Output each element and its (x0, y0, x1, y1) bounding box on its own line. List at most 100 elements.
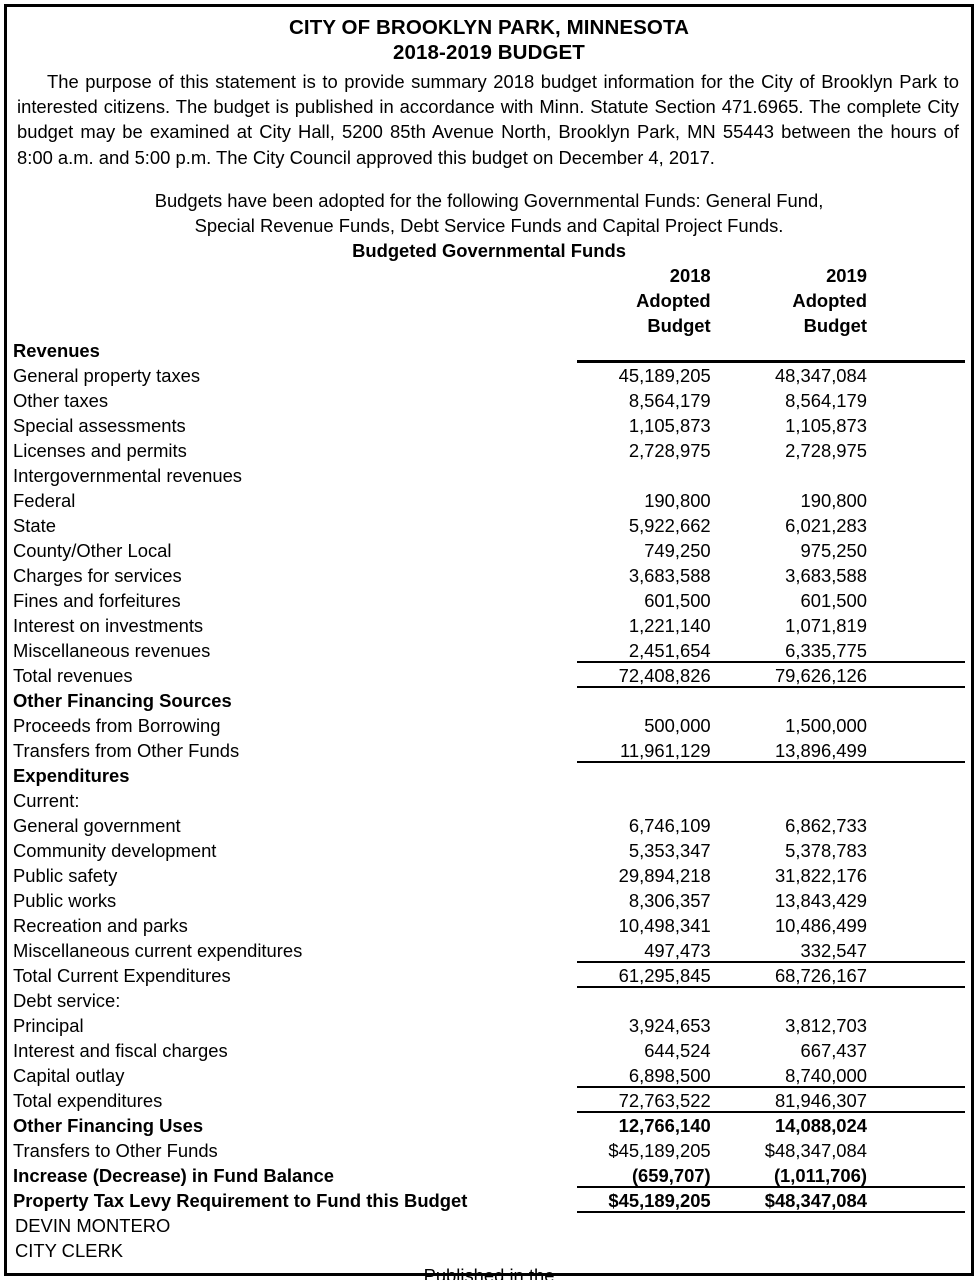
row-value-2018: 3,683,588 (628, 565, 711, 587)
table-row: Fines and forfeitures 601,500 601,500 (13, 588, 965, 613)
row-value-2019 (717, 338, 965, 363)
table-row: Licenses and permits 2,728,975 2,728,975 (13, 438, 965, 463)
row-value-2019: 601,500 (800, 590, 867, 612)
row-value-2018: 29,894,218 (618, 865, 711, 887)
table-row: Interest on investments 1,221,140 1,071,81… (13, 613, 965, 638)
table-row: Other Financing Sources (13, 688, 965, 713)
row-label: General government (13, 815, 181, 837)
row-value-2018: 8,306,357 (628, 890, 711, 912)
row-value-2018: 5,922,662 (628, 515, 711, 537)
col2-line3: Budget (803, 315, 867, 337)
row-label: Debt service: (13, 990, 121, 1012)
col1-year: 2018 (669, 265, 711, 287)
row-value-2019 (717, 763, 965, 788)
row-value-2019: $48,347,084 (717, 1188, 965, 1213)
row-label: Current: (13, 790, 80, 812)
table-row: Revenues (13, 338, 965, 363)
row-value-2018 (577, 338, 717, 363)
row-value-2019 (717, 788, 965, 813)
table-row: Special assessments 1,105,873 1,105,873 (13, 413, 965, 438)
table-row: Debt service: (13, 988, 965, 1013)
row-label: Other taxes (13, 390, 109, 412)
table-row: Total revenues 72,408,826 79,626,126 (13, 663, 965, 688)
row-label: Transfers to Other Funds (13, 1140, 218, 1162)
table-row: Total expenditures 72,763,522 81,946,307 (13, 1088, 965, 1113)
column-header-row-year: 2018 2019 (13, 263, 965, 288)
row-value-2019: $48,347,084 (764, 1140, 867, 1162)
document-title-line-1: CITY OF BROOKLYN PARK, MINNESOTA (289, 16, 689, 39)
row-label: Revenues (13, 340, 100, 362)
row-value-2019: 48,347,084 (774, 365, 867, 387)
row-label: Proceeds from Borrowing (13, 715, 221, 737)
row-label: Other Financing Sources (13, 690, 232, 712)
row-value-2019: 79,626,126 (717, 663, 965, 688)
table-row: Miscellaneous revenues 2,451,654 6,335,775 (13, 638, 965, 663)
table-row: Other taxes 8,564,179 8,564,179 (13, 388, 965, 413)
document-title-line-2: 2018-2019 BUDGET (393, 41, 585, 64)
row-value-2019 (717, 688, 965, 713)
row-value-2018 (577, 688, 717, 713)
row-value-2018 (577, 463, 717, 488)
header-spacer (13, 263, 577, 288)
table-row: Transfers from Other Funds 11,961,129 13,8… (13, 738, 965, 763)
clerk-office: CITY CLERK (15, 1240, 123, 1262)
row-value-2018 (577, 788, 717, 813)
row-value-2019: 6,862,733 (785, 815, 867, 837)
row-value-2019: 332,547 (717, 938, 965, 963)
row-label: Fines and forfeitures (13, 590, 181, 612)
row-label: Federal (13, 490, 76, 512)
row-label: Recreation and parks (13, 915, 188, 937)
row-value-2018: 61,295,845 (577, 963, 717, 988)
row-value-2019: 14,088,024 (774, 1115, 867, 1137)
table-row: Miscellaneous current expenditures 497,47… (13, 938, 965, 963)
row-value-2018: 2,451,654 (577, 638, 717, 663)
row-label: Interest on investments (13, 615, 204, 637)
row-value-2018 (577, 763, 717, 788)
row-value-2018: 6,746,109 (628, 815, 711, 837)
row-value-2019: 667,437 (800, 1040, 867, 1062)
table-row: Community development 5,353,347 5,378,783 (13, 838, 965, 863)
row-label: Expenditures (13, 765, 130, 787)
table-row: Other Financing Uses 12,766,140 14,088,024 (13, 1113, 965, 1138)
row-value-2019: 10,486,499 (774, 915, 867, 937)
row-value-2019: 13,896,499 (717, 738, 965, 763)
row-label: Interest and fiscal charges (13, 1040, 228, 1062)
row-label: Special assessments (13, 415, 186, 437)
header-spacer-2 (13, 288, 577, 313)
row-label: Total Current Expenditures (13, 965, 231, 987)
row-value-2019: 1,071,819 (785, 615, 867, 637)
row-label: General property taxes (13, 365, 201, 387)
table-row: Interest and fiscal charges 644,524 667,43… (13, 1038, 965, 1063)
table-row: Federal 190,800 190,800 (13, 488, 965, 513)
row-value-2019: 190,800 (800, 490, 867, 512)
row-value-2018: 72,763,522 (577, 1088, 717, 1113)
row-value-2019: 3,812,703 (785, 1015, 867, 1037)
row-value-2018: $45,189,205 (577, 1188, 717, 1213)
row-label: Increase (Decrease) in Fund Balance (13, 1165, 334, 1187)
row-label: Capital outlay (13, 1065, 125, 1087)
col2-line2: Adopted (792, 290, 867, 312)
intro-paragraph: The purpose of this statement is to prov… (17, 71, 959, 168)
row-value-2018: 2,728,975 (628, 440, 711, 462)
table-row: Recreation and parks 10,498,341 10,486,499 (13, 913, 965, 938)
row-label: Transfers from Other Funds (13, 740, 240, 762)
row-value-2019: 1,105,873 (785, 415, 867, 437)
row-value-2018: 12,766,140 (618, 1115, 711, 1137)
header-spacer-3 (13, 313, 577, 338)
table-row: Charges for services 3,683,588 3,683,588 (13, 563, 965, 588)
table-row: Current: (13, 788, 965, 813)
row-value-2018: $45,189,205 (608, 1140, 711, 1162)
row-value-2018: 72,408,826 (577, 663, 717, 688)
row-value-2019: 31,822,176 (774, 865, 867, 887)
table-row: Public safety 29,894,218 31,822,176 (13, 863, 965, 888)
row-value-2019: 8,740,000 (717, 1063, 965, 1088)
table-row: Transfers to Other Funds $45,189,205 $48,3… (13, 1138, 965, 1163)
row-value-2019: 68,726,167 (717, 963, 965, 988)
table-row: Total Current Expenditures 61,295,845 68,7… (13, 963, 965, 988)
col1-line2: Adopted (636, 290, 711, 312)
row-value-2018: 644,524 (644, 1040, 711, 1062)
row-value-2018: 3,924,653 (628, 1015, 711, 1037)
row-value-2018: 45,189,205 (618, 365, 711, 387)
table-row: County/Other Local 749,250 975,250 (13, 538, 965, 563)
footer-line-1: Published in the (423, 1265, 555, 1280)
